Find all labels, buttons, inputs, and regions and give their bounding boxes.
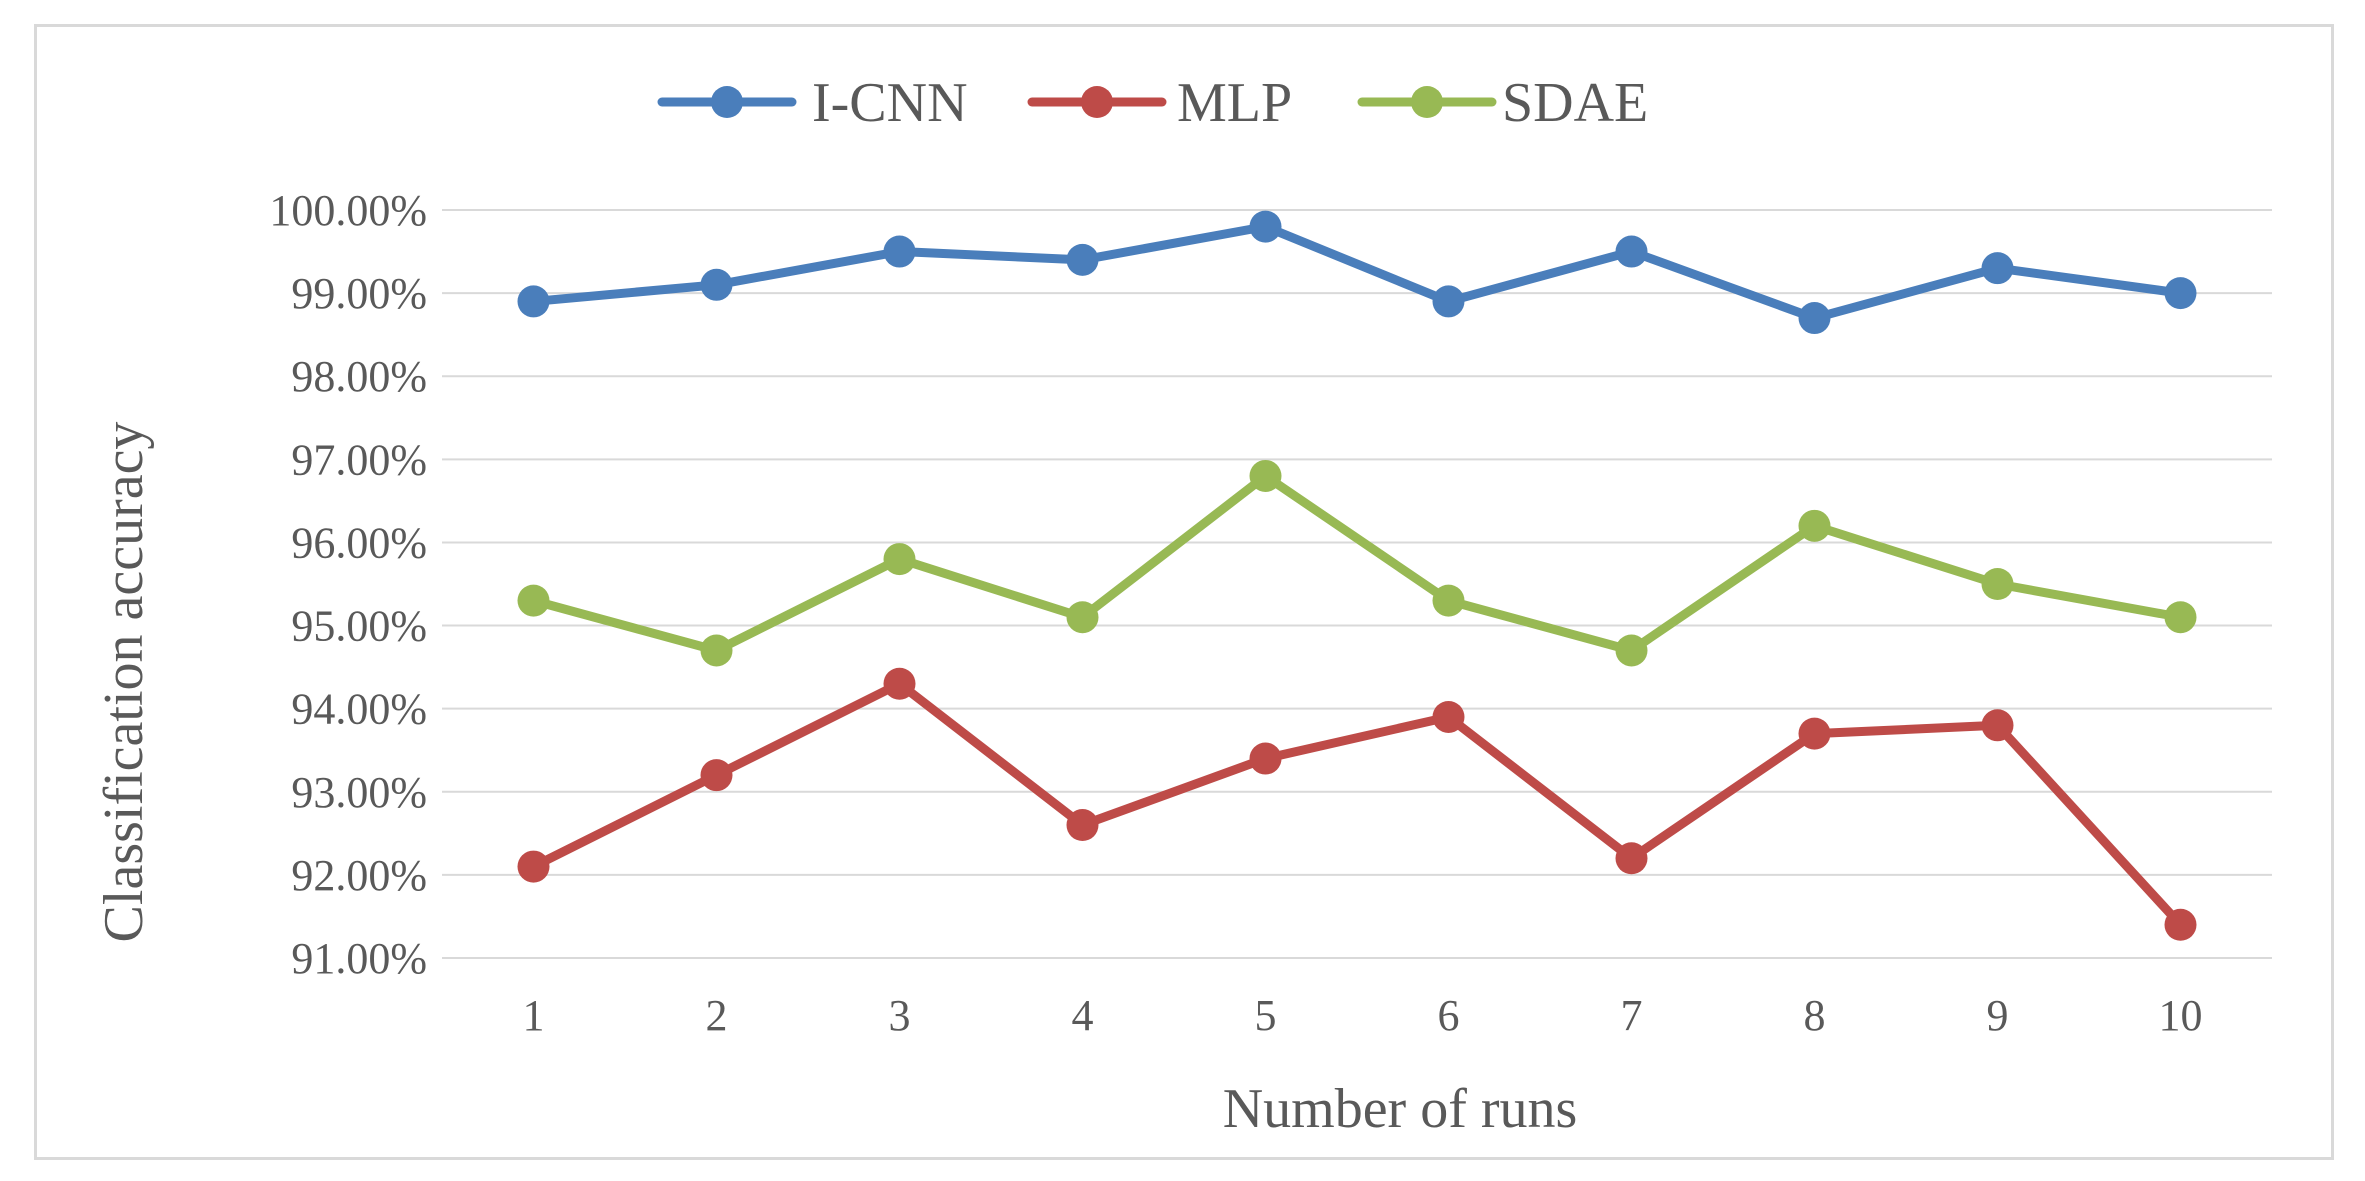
y-axis-ticks: 91.00% 92.00% 93.00% 94.00% 95.00% 96.00% 97.0… <box>269 186 427 983</box>
legend-item-i-cnn: I-CNN <box>657 72 968 134</box>
data-point-sdae <box>883 543 916 576</box>
data-point-sdae <box>1066 601 1099 634</box>
data-point-i-cnn <box>1798 302 1831 335</box>
data-point-mlp <box>1798 717 1831 750</box>
x-tick-label: 2 <box>706 991 728 1040</box>
series-line-i-cnn <box>529 222 2185 323</box>
x-tick-label: 8 <box>1804 991 1826 1040</box>
legend-swatch-marker <box>1411 86 1443 118</box>
y-tick-label: 94.00% <box>291 685 427 734</box>
data-point-sdae <box>700 634 733 667</box>
y-tick-label: 95.00% <box>291 602 427 651</box>
data-point-sdae <box>1615 634 1648 667</box>
y-tick-label: 96.00% <box>291 518 427 567</box>
x-tick-label: 5 <box>1255 991 1277 1040</box>
data-point-mlp <box>517 850 550 883</box>
data-point-mlp <box>1249 742 1282 775</box>
legend-label: I-CNN <box>812 72 968 134</box>
data-point-i-cnn <box>1615 235 1648 268</box>
series-i-cnn <box>517 210 2197 335</box>
x-tick-label: 9 <box>1987 991 2009 1040</box>
data-point-mlp <box>1432 700 1465 733</box>
data-point-sdae <box>1249 459 1282 492</box>
data-point-i-cnn <box>1249 210 1282 243</box>
legend-swatch-marker <box>711 86 743 118</box>
y-tick-label: 93.00% <box>291 768 427 817</box>
data-point-sdae <box>517 584 550 617</box>
legend-swatch-marker <box>1081 86 1113 118</box>
data-point-i-cnn <box>883 235 916 268</box>
data-point-mlp <box>1066 809 1099 842</box>
series-mlp <box>517 667 2197 941</box>
series-lines <box>517 210 2197 941</box>
y-tick-label: 92.00% <box>291 851 427 900</box>
series-line-mlp <box>529 679 2185 930</box>
data-point-sdae <box>1432 584 1465 617</box>
series-line-sdae <box>529 471 2185 655</box>
y-tick-label: 99.00% <box>291 269 427 318</box>
data-point-mlp <box>1981 709 2014 742</box>
y-axis-title: Classification accuracy <box>93 422 155 943</box>
x-axis-ticks: 1 2 3 4 5 6 7 8 9 10 <box>523 991 2203 1040</box>
legend: I-CNN MLP SDAE <box>657 72 1648 134</box>
legend-label: MLP <box>1177 72 1292 134</box>
data-point-i-cnn <box>1066 243 1099 276</box>
x-tick-label: 1 <box>523 991 545 1040</box>
data-point-sdae <box>2164 601 2197 634</box>
y-tick-label: 100.00% <box>269 186 427 235</box>
y-tick-label: 91.00% <box>291 934 427 983</box>
data-point-sdae <box>1798 509 1831 542</box>
y-tick-label: 98.00% <box>291 352 427 401</box>
data-point-mlp <box>883 667 916 700</box>
data-point-mlp <box>2164 908 2197 941</box>
data-point-i-cnn <box>517 285 550 318</box>
legend-item-sdae: SDAE <box>1357 72 1648 134</box>
legend-label: SDAE <box>1502 72 1648 134</box>
legend-item-mlp: MLP <box>1027 72 1292 134</box>
x-tick-label: 3 <box>889 991 911 1040</box>
x-axis-title: Number of runs <box>1223 1078 1578 1140</box>
data-point-i-cnn <box>1432 285 1465 318</box>
data-point-i-cnn <box>700 268 733 301</box>
data-point-i-cnn <box>2164 277 2197 310</box>
x-tick-label: 6 <box>1438 991 1460 1040</box>
x-tick-label: 7 <box>1621 991 1643 1040</box>
chart-frame: 91.00% 92.00% 93.00% 94.00% 95.00% 96.00% 97.0… <box>34 24 2334 1160</box>
line-chart: 91.00% 92.00% 93.00% 94.00% 95.00% 96.00% 97.0… <box>93 72 2272 1140</box>
x-tick-label: 10 <box>2159 991 2203 1040</box>
data-point-i-cnn <box>1981 252 2014 285</box>
series-sdae <box>517 459 2197 667</box>
data-point-mlp <box>700 759 733 792</box>
x-tick-label: 4 <box>1072 991 1094 1040</box>
data-point-mlp <box>1615 842 1648 875</box>
y-tick-label: 97.00% <box>291 435 427 484</box>
data-point-sdae <box>1981 568 2014 600</box>
